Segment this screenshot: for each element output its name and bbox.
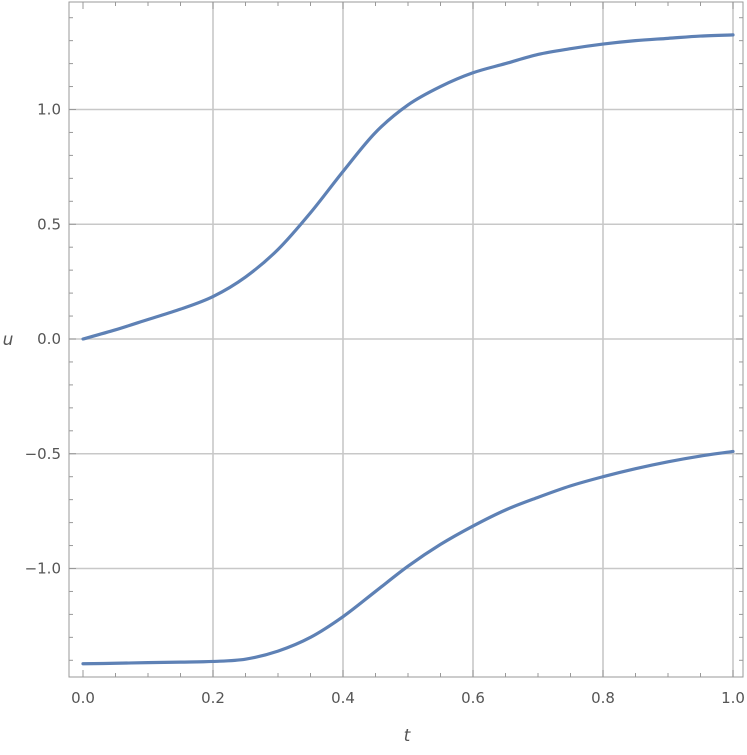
y-tick-label: 0.0 [37,330,61,348]
y-tick-label: 0.5 [37,215,61,233]
y-axis-title: u [3,330,14,350]
series-line-2 [81,449,735,666]
x-tick-label: 0.4 [331,689,355,707]
ticks: 0.0 0.2 0.4 0.6 0.8 1.0 1.0 0.5 0.0 −0.5 −1.0 [25,2,745,707]
series [81,33,735,666]
x-tick-label: 0.0 [71,689,95,707]
series-line-1 [81,33,735,341]
y-tick-label: 1.0 [37,101,61,119]
x-tick-label: 0.8 [591,689,615,707]
grid [69,2,743,677]
y-tick-label: −0.5 [25,445,61,463]
x-axis-title: t [404,726,412,746]
x-tick-label: 0.6 [461,689,485,707]
x-tick-label: 0.2 [201,689,225,707]
y-tick-label: −1.0 [25,560,61,578]
x-tick-label: 1.0 [721,689,745,707]
